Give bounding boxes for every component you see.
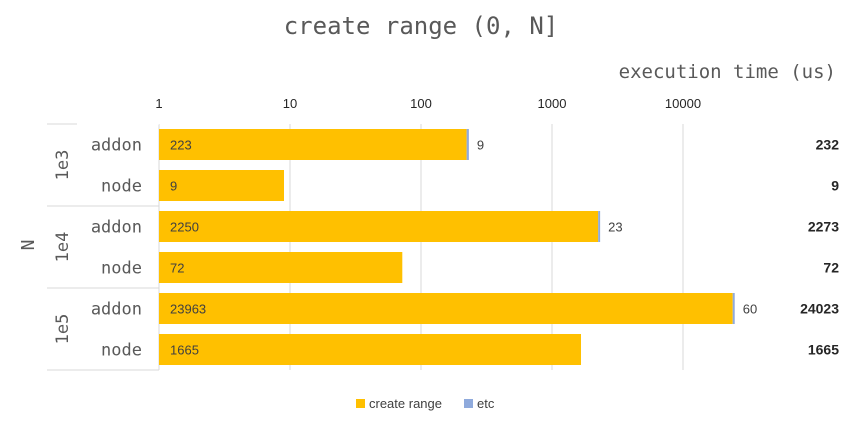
legend-entry: etc [477,396,495,411]
group-label: 1e4 [53,232,73,263]
legend-swatch [356,399,365,408]
data-label-etc: 23 [608,220,622,235]
legend-swatch [464,399,473,408]
total-label: 2273 [808,219,839,235]
category-label: node [101,259,142,279]
data-label-etc: 60 [743,302,757,317]
bar-etc [466,129,469,160]
gridlines [158,124,684,370]
data-label-create-range: 2250 [170,220,199,235]
bar-create-range [159,129,467,160]
category-labels: addon node addon node addon node [91,136,142,361]
total-label: 1665 [808,342,839,358]
category-label: node [101,177,142,197]
category-label: addon [91,300,142,320]
data-labels: 223 9 9 2250 23 72 23963 60 1665 [170,138,757,358]
x-tick-label: 10000 [665,96,701,111]
x-tick-label: 1000 [538,96,567,111]
x-tick-label: 10 [283,96,297,111]
group-labels: 1e3 1e4 1e5 [53,150,73,345]
group-label: 1e3 [53,150,73,181]
legend-entry: create range [369,396,442,411]
bars [159,129,735,365]
x-tick-label: 100 [410,96,432,111]
x-tick-labels: 1 10 100 1000 10000 [155,96,701,111]
y-axis-label: N [18,240,39,251]
total-label: 24023 [800,301,839,317]
data-label-create-range: 72 [170,261,184,276]
total-label: 232 [816,137,840,153]
total-label: 9 [831,178,839,194]
total-labels: 232 9 2273 72 24023 1665 [800,137,839,358]
category-axis-frame [47,123,160,371]
legend: create range etc [356,396,495,411]
bar-etc [598,211,601,242]
x-axis-label: execution time (us) [619,61,836,83]
category-label: addon [91,136,142,156]
category-label: node [101,341,142,361]
data-label-etc: 9 [477,138,484,153]
chart-title: create range (0, N] [284,12,559,40]
bar-create-range [159,293,733,324]
data-label-create-range: 23963 [170,302,206,317]
bar-create-range [159,252,403,283]
data-label-create-range: 1665 [170,343,199,358]
x-tick-label: 1 [155,96,162,111]
total-label: 72 [823,260,839,276]
bar-create-range [159,211,599,242]
data-label-create-range: 223 [170,138,192,153]
bar-create-range [159,170,285,201]
group-label: 1e5 [53,314,73,345]
bar-create-range [159,334,582,365]
category-label: addon [91,218,142,238]
bar-etc [732,293,735,324]
data-label-create-range: 9 [170,179,177,194]
